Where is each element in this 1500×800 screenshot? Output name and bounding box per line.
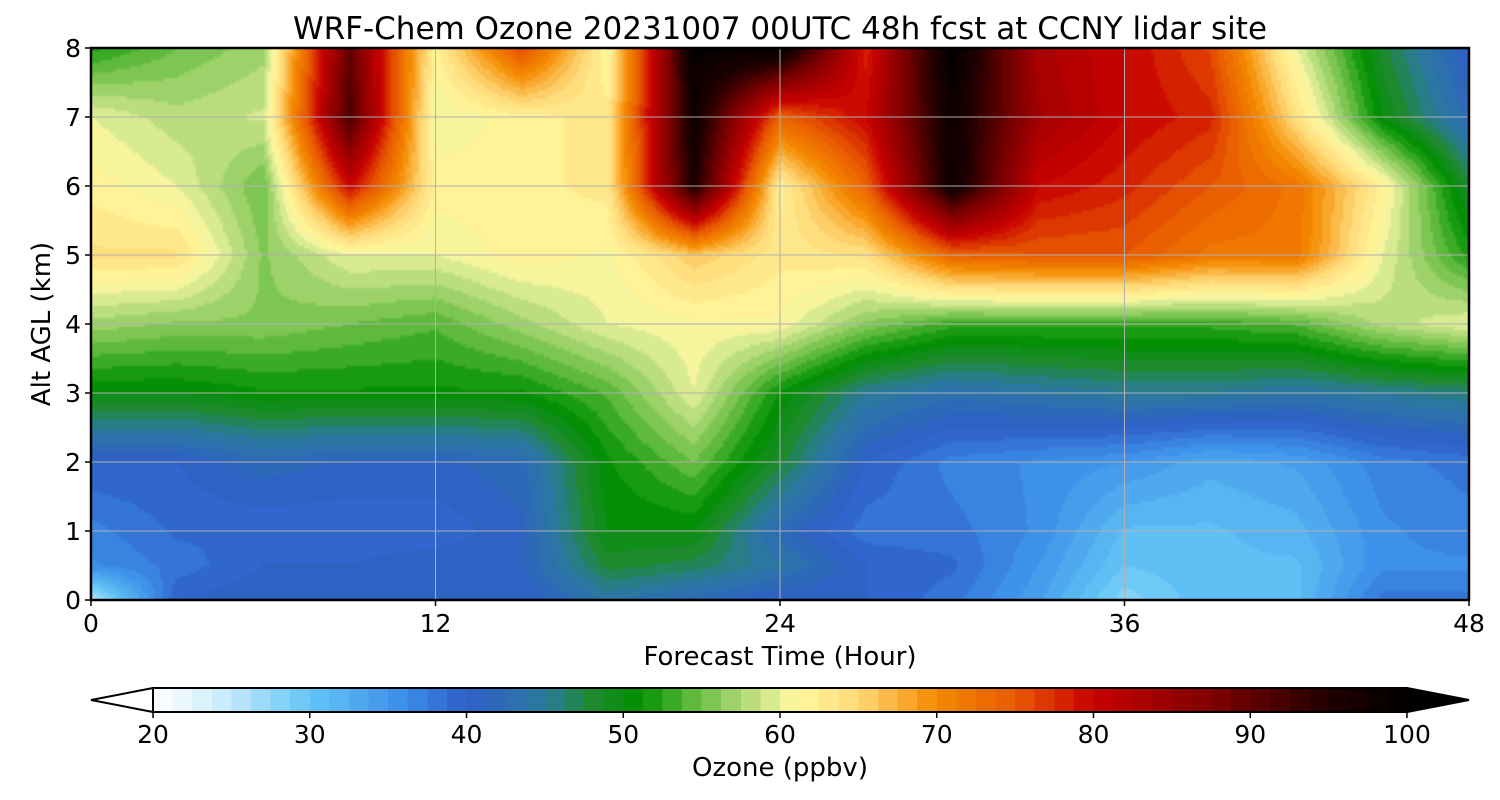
y-axis: 0 1 2 3 4 5 6 7 8 [65,34,91,615]
y-tick-label: 6 [65,172,81,201]
y-tick-label: 0 [65,586,81,615]
y-tick-label: 3 [65,379,81,408]
colorbar-gradient [153,688,1407,712]
x-tick-label: 12 [420,609,452,638]
y-tick-label: 5 [65,241,81,270]
y-tick-label: 8 [65,34,81,63]
colorbar-tick-label: 70 [921,720,953,749]
colorbar-tick-label: 60 [764,720,796,749]
colorbar-extend-over [1406,686,1470,714]
x-axis-label: Forecast Time (Hour) [643,642,916,672]
y-tick-label: 7 [65,103,81,132]
colorbar-extend-under [90,686,154,714]
colorbar-tick-label: 90 [1234,720,1266,749]
colorbar-label: Ozone (ppbv) [692,753,868,783]
colorbar: 20 30 40 50 60 70 80 90 100 Ozone (ppbv) [90,686,1470,783]
y-tick-label: 4 [65,310,81,339]
chart-title: WRF-Chem Ozone 20231007 00UTC 48h fcst a… [293,11,1267,47]
y-tick-label: 2 [65,448,81,477]
x-tick-label: 48 [1453,609,1485,638]
colorbar-tick-label: 20 [137,720,169,749]
colorbar-tick-label: 30 [294,720,326,749]
y-tick-label: 1 [65,517,81,546]
colorbar-tick-label: 40 [451,720,483,749]
colorbar-tick-label: 80 [1078,720,1110,749]
colorbar-tick-label: 100 [1383,720,1431,749]
colorbar-ticks: 20 30 40 50 60 70 80 90 100 [137,712,1431,749]
colorbar-tick-label: 50 [607,720,639,749]
x-tick-label: 24 [764,609,796,638]
y-axis-label: Alt AGL (km) [27,242,57,406]
heatmap-plot-area [89,46,1471,602]
x-tick-label: 36 [1109,609,1141,638]
x-axis: 0 12 24 36 48 [83,600,1485,638]
x-tick-label: 0 [83,609,99,638]
